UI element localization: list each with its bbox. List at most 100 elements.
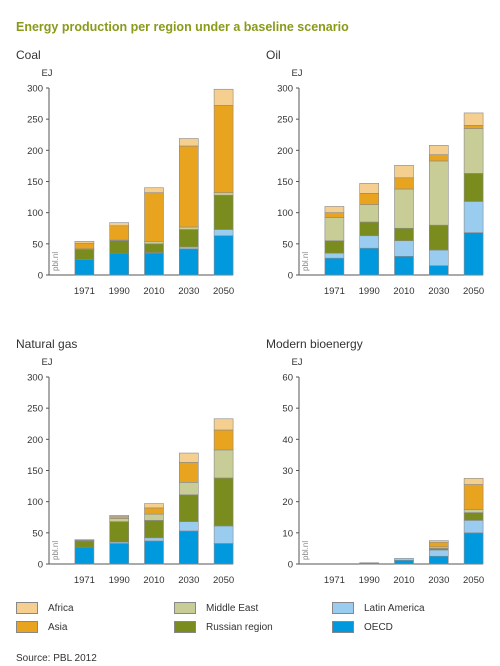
- legend-label: Latin America: [364, 602, 425, 614]
- bar-segment-russian-region: [144, 243, 164, 253]
- bar-segment-africa: [74, 539, 95, 541]
- bar-segment-oecd: [463, 532, 484, 565]
- bar-segment-middle-east: [429, 160, 449, 226]
- y-tick-label: 150: [27, 466, 43, 477]
- bar-segment-oecd: [109, 543, 129, 565]
- bar-segment-russian-region: [74, 249, 95, 260]
- x-tick-label: 2050: [463, 286, 484, 297]
- legend-label: Middle East: [206, 602, 259, 614]
- bar-segment-oecd: [429, 555, 449, 565]
- source-note: Source: PBL 2012: [16, 653, 97, 664]
- bar-segment-oecd: [179, 530, 199, 565]
- y-tick-label: 200: [27, 435, 43, 446]
- y-tick-label: 50: [282, 239, 293, 250]
- y-tick-label: 150: [277, 177, 293, 188]
- bar-segment-latin-america: [429, 549, 449, 557]
- bar-segment-asia: [429, 541, 449, 548]
- bar-segment-asia: [213, 429, 234, 451]
- bar-segment-russian-region: [109, 521, 129, 543]
- bar-segment-middle-east: [109, 518, 129, 522]
- x-tick-label: 2010: [143, 286, 164, 297]
- y-tick-label: 200: [277, 146, 293, 157]
- bar-segment-asia: [324, 212, 345, 218]
- bar-segment-asia: [359, 193, 379, 205]
- x-tick-label: 1990: [109, 575, 130, 586]
- y-tick-label: 100: [277, 208, 293, 219]
- x-tick-label: 1971: [74, 575, 95, 586]
- y-tick-label: 300: [27, 84, 43, 95]
- legend-item-middle-east: Middle East: [174, 602, 258, 614]
- y-tick-label: 150: [27, 177, 43, 188]
- y-axis-unit: EJ: [41, 68, 52, 79]
- chart-svg: EJ 0 50 100 150 200 250 300 pbl.nl 1971 1990 2010 20…: [27, 68, 234, 297]
- legend-swatch: [16, 621, 38, 633]
- chart-svg: EJ 0 50 100 150 200 250 300 pbl.nl 1971 1990 2010 20…: [277, 68, 484, 297]
- bar-segment-latin-america: [213, 229, 234, 237]
- bar-segment-russian-region: [213, 477, 234, 527]
- x-tick-label: 2010: [143, 575, 164, 586]
- y-tick-label: 100: [27, 208, 43, 219]
- bar-segment-latin-america: [324, 252, 345, 259]
- bar-segment-africa: [74, 241, 95, 244]
- chart-title: Natural gas: [16, 337, 78, 351]
- watermark: pbl.nl: [51, 541, 60, 560]
- chart-coal: Coal EJ 0 50 100 150 200 250 300 pbl.nl 1971 1990 2…: [16, 48, 251, 338]
- y-tick-label: 300: [277, 84, 293, 95]
- bar-segment-latin-america: [394, 558, 414, 561]
- bar-segment-latin-america: [213, 525, 234, 544]
- y-tick-label: 0: [38, 271, 43, 282]
- bar-segment-oecd: [394, 256, 414, 276]
- bar-segment-latin-america: [144, 537, 164, 542]
- x-tick-label: 2010: [393, 286, 414, 297]
- legend-swatch: [332, 602, 354, 614]
- x-tick-label: 2050: [213, 575, 234, 586]
- y-tick-label: 0: [288, 560, 293, 571]
- y-tick-label: 0: [288, 271, 293, 282]
- y-tick-label: 100: [27, 497, 43, 508]
- legend-label: Africa: [48, 602, 74, 614]
- chart-title: Oil: [266, 48, 281, 62]
- legend-label: Russian region: [206, 621, 273, 633]
- bar-segment-latin-america: [359, 235, 379, 249]
- bar-segment-asia: [109, 225, 129, 241]
- bar-segment-asia: [394, 177, 414, 190]
- legend-swatch: [174, 621, 196, 633]
- legend-swatch: [332, 621, 354, 633]
- bar-segment-russian-region: [144, 520, 164, 539]
- legend: Africa Middle East Latin America Asia Ru…: [16, 602, 486, 642]
- bar-segment-africa: [213, 88, 234, 106]
- bar-segment-oecd: [74, 546, 95, 565]
- bar-segment-middle-east: [179, 482, 199, 496]
- bar-segment-africa: [109, 515, 129, 517]
- bar-segment-africa: [179, 138, 199, 147]
- legend-item-oecd: OECD: [332, 621, 393, 633]
- y-tick-label: 200: [27, 146, 43, 157]
- x-tick-label: 2030: [178, 286, 199, 297]
- bar-segment-asia: [179, 145, 199, 228]
- watermark: pbl.nl: [51, 252, 60, 271]
- chart-natural-gas: Natural gas EJ 0 50 100 150 200 250 300 pbl.nl 19…: [16, 337, 251, 627]
- bar-segment-oecd: [179, 248, 199, 276]
- x-tick-label: 1971: [74, 286, 95, 297]
- bar-segment-oecd: [144, 540, 164, 565]
- legend-item-africa: Africa: [16, 602, 74, 614]
- bar-segment-asia: [144, 507, 164, 515]
- y-tick-label: 20: [282, 497, 293, 508]
- bar-segment-oecd: [324, 257, 345, 276]
- bar-segment-oecd: [74, 259, 95, 276]
- bar-segment-africa: [463, 477, 484, 485]
- bar-segment-asia: [213, 105, 234, 194]
- legend-item-russian-region: Russian region: [174, 621, 273, 633]
- bar-segment-russian-region: [324, 240, 345, 254]
- x-tick-label: 1990: [359, 286, 380, 297]
- x-tick-label: 2030: [428, 286, 449, 297]
- x-tick-label: 2030: [178, 575, 199, 586]
- bar-segment-oecd: [144, 252, 164, 276]
- legend-item-latin-america: Latin America: [332, 602, 425, 614]
- bar-segment-africa: [144, 187, 164, 194]
- x-tick-label: 2010: [393, 575, 414, 586]
- bar-segment-africa: [324, 206, 345, 213]
- bar-segment-middle-east: [359, 204, 379, 223]
- chart-oil: Oil EJ 0 50 100 150 200 250 300 pbl.nl 1971 1990 20…: [266, 48, 500, 338]
- legend-label: Asia: [48, 621, 68, 633]
